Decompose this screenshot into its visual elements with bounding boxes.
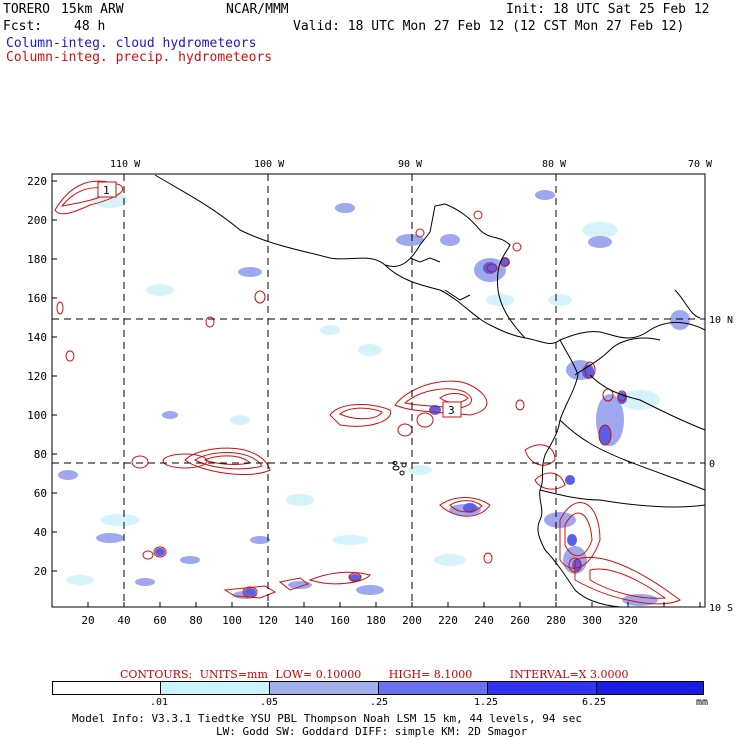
lat-label: 10 N [709,315,733,326]
contour-interval: INTERVAL=X 3.0000 [509,668,629,681]
color-bar-swatch [270,682,379,694]
contour-low: LOW= 0.10000 [275,668,362,681]
lon-label: 80 W [542,159,567,170]
y-tick-label: 100 [27,409,47,422]
lon-label: 110 W [110,159,141,170]
color-bar-unit: mm [696,697,709,708]
field-precip-label: Column-integ. precip. hydrometeors [6,50,273,65]
map-frame [51,173,706,608]
color-bar-swatch [488,682,597,694]
y-tick-label: 80 [34,448,47,461]
forecast-label: Fcst: [3,19,43,34]
y-tick-label: 40 [34,526,47,539]
y-tick-label: 180 [27,253,47,266]
color-bar-level: .25 [370,697,389,708]
x-tick-label: 200 [402,614,422,627]
contour-units: UNITS=mm [199,668,268,681]
x-tick-label: 80 [189,614,202,627]
x-tick-label: 300 [582,614,602,627]
color-bar [52,681,704,695]
y-tick-label: 140 [27,331,47,344]
y-tick-label: 60 [34,487,47,500]
box-label-3-text: 3 [448,404,455,417]
contour-label: CONTOURS: [120,668,193,681]
model-resolution: 15km ARW [61,2,124,17]
color-bar-swatch [379,682,488,694]
valid-time: Valid: 18 UTC Mon 27 Feb 12 (12 CST Mon … [293,19,685,34]
x-tick-label: 60 [153,614,166,627]
x-tick-label: 260 [510,614,530,627]
galapagos-islands [392,461,407,476]
latlon-grid [52,174,705,607]
x-tick-label: 140 [294,614,314,627]
color-bar-swatch [53,682,161,694]
x-tick-label: 180 [366,614,386,627]
x-tick-label: 220 [438,614,458,627]
init-time: Init: 18 UTC Sat 25 Feb 12 [506,2,710,17]
x-tick-label: 240 [474,614,494,627]
y-tick-label: 20 [34,565,47,578]
lon-label: 100 W [254,159,285,170]
organization: NCAR/MMM [226,2,289,17]
cloud-medium-patches [58,190,690,606]
model-name: TORERO [3,2,50,17]
box-label-1: 1 [97,181,117,198]
color-bar-swatch [161,682,270,694]
lat-label: 10 S [709,603,733,614]
color-bar-level: 6.25 [582,697,607,708]
lon-label: 90 W [398,159,423,170]
x-tick-label: 40 [117,614,130,627]
model-info-line2: LW: Godd SW: Goddard DIFF: simple KM: 2D… [216,725,528,738]
model-info-line1: Model Info: V3.3.1 Tiedtke YSU PBL Thomp… [72,712,582,725]
x-tick-label: 100 [222,614,242,627]
coastlines [154,174,706,608]
box-label-3: 3 [442,401,462,418]
box-label-1-text: 1 [103,184,110,197]
field-cloud-label: Column-integ. cloud hydrometeors [6,36,257,51]
y-tick-label: 220 [27,175,47,188]
tick-marks [52,180,701,607]
contour-high: HIGH= 8.1000 [388,668,473,681]
x-tick-label: 120 [258,614,278,627]
color-bar-level: .01 [150,697,169,708]
lon-label: 70 W [688,159,713,170]
y-tick-label: 160 [27,292,47,305]
cloud-light-patches [66,192,660,585]
x-tick-label: 160 [330,614,350,627]
color-bar-level: .05 [260,697,279,708]
x-tick-label: 320 [618,614,638,627]
forecast-hours: 48 h [74,19,106,34]
contour-info: CONTOURS: UNITS=mm LOW= 0.10000 HIGH= 8.… [120,668,633,681]
x-tick-label: 280 [546,614,566,627]
y-tick-label: 120 [27,370,47,383]
color-bar-level: 1.25 [474,697,499,708]
color-bar-swatch [597,682,703,694]
lat-label: 0 [709,459,715,470]
y-tick-label: 200 [27,214,47,227]
x-tick-label: 20 [81,614,94,627]
